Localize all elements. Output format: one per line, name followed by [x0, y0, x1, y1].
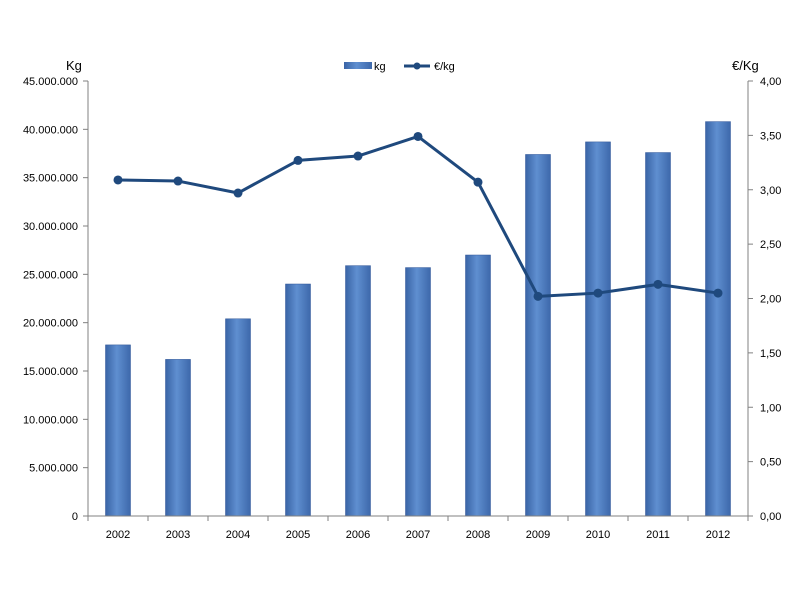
y-right-tick-label: 0,50: [760, 457, 781, 469]
y-right-axis-title: €/Kg: [732, 58, 759, 73]
y-right-ticks: 0,00 0,50 1,00 1,50 2,00 2,50 3,00 3,50 4,00: [748, 76, 781, 523]
y-right-tick-label: 1,50: [760, 348, 781, 360]
x-tick-label: 2009: [526, 529, 550, 541]
y-left-tick-label: 45.000.000: [23, 76, 78, 88]
y-left-ticks: 0 5.000.000 10.000.000 15.000.000 20.000.000…: [23, 76, 88, 523]
bar-kg-2005: [285, 283, 311, 517]
y-left-tick-label: 5.000.000: [29, 463, 78, 475]
y-right-tick-label: 3,00: [760, 185, 781, 197]
point-price-2003: [173, 176, 183, 186]
y-right-tick-label: 2,00: [760, 294, 781, 306]
axes: [87, 81, 749, 517]
line-series-price: [113, 131, 723, 301]
x-tick-label: 2005: [286, 529, 310, 541]
x-tick-label: 2002: [106, 529, 130, 541]
y-right-tick-label: 0,00: [760, 511, 781, 523]
y-left-tick-label: 0: [72, 511, 78, 523]
y-left-axis-title: Kg: [66, 58, 82, 73]
x-tick-label: 2011: [646, 529, 670, 541]
bar-kg-2004: [225, 318, 251, 517]
point-price-2011: [653, 279, 663, 289]
legend: kg €/kg: [344, 61, 455, 73]
bar-kg-2007: [405, 267, 431, 517]
legend-swatch-kg: [344, 62, 372, 69]
legend-marker-price: [413, 62, 421, 70]
point-price-2005: [293, 155, 303, 165]
point-price-2009: [533, 291, 543, 301]
point-price-2012: [713, 288, 723, 298]
legend-label-kg: kg: [374, 61, 386, 73]
bar-kg-2006: [345, 265, 371, 517]
y-left-tick-label: 15.000.000: [23, 366, 78, 378]
y-left-tick-label: 25.000.000: [23, 269, 78, 281]
bar-kg-2002: [105, 344, 131, 517]
y-left-tick-label: 40.000.000: [23, 124, 78, 136]
y-right-tick-label: 3,50: [760, 130, 781, 142]
x-tick-label: 2006: [346, 529, 370, 541]
y-right-tick-label: 2,50: [760, 239, 781, 251]
bar-kg-2010: [585, 141, 611, 517]
bar-kg-2012: [705, 121, 731, 517]
point-price-2008: [473, 177, 483, 187]
bar-kg-2011: [645, 152, 671, 517]
bar-kg-2009: [525, 154, 551, 517]
point-price-2002: [113, 175, 123, 185]
point-price-2004: [233, 188, 243, 198]
point-price-2006: [353, 151, 363, 161]
y-left-tick-label: 10.000.000: [23, 414, 78, 426]
x-tick-label: 2004: [226, 529, 250, 541]
y-left-tick-label: 30.000.000: [23, 221, 78, 233]
x-tick-label: 2003: [166, 529, 190, 541]
x-axis-ticks: 2002 2003 2004 2005 2006 2007 2008 2009 2010 2011…: [87, 516, 749, 541]
bar-kg-2008: [465, 254, 491, 517]
point-price-2007: [413, 131, 423, 141]
x-tick-label: 2012: [706, 529, 730, 541]
y-left-tick-label: 35.000.000: [23, 173, 78, 185]
legend-label-price: €/kg: [434, 61, 455, 73]
point-price-2010: [593, 288, 603, 298]
bar-series-kg: [105, 121, 731, 517]
y-right-tick-label: 1,00: [760, 402, 781, 414]
x-tick-label: 2010: [586, 529, 610, 541]
x-tick-label: 2008: [466, 529, 490, 541]
bar-kg-2003: [165, 359, 191, 517]
y-right-tick-label: 4,00: [760, 76, 781, 88]
y-left-tick-label: 20.000.000: [23, 318, 78, 330]
x-tick-label: 2007: [406, 529, 430, 541]
